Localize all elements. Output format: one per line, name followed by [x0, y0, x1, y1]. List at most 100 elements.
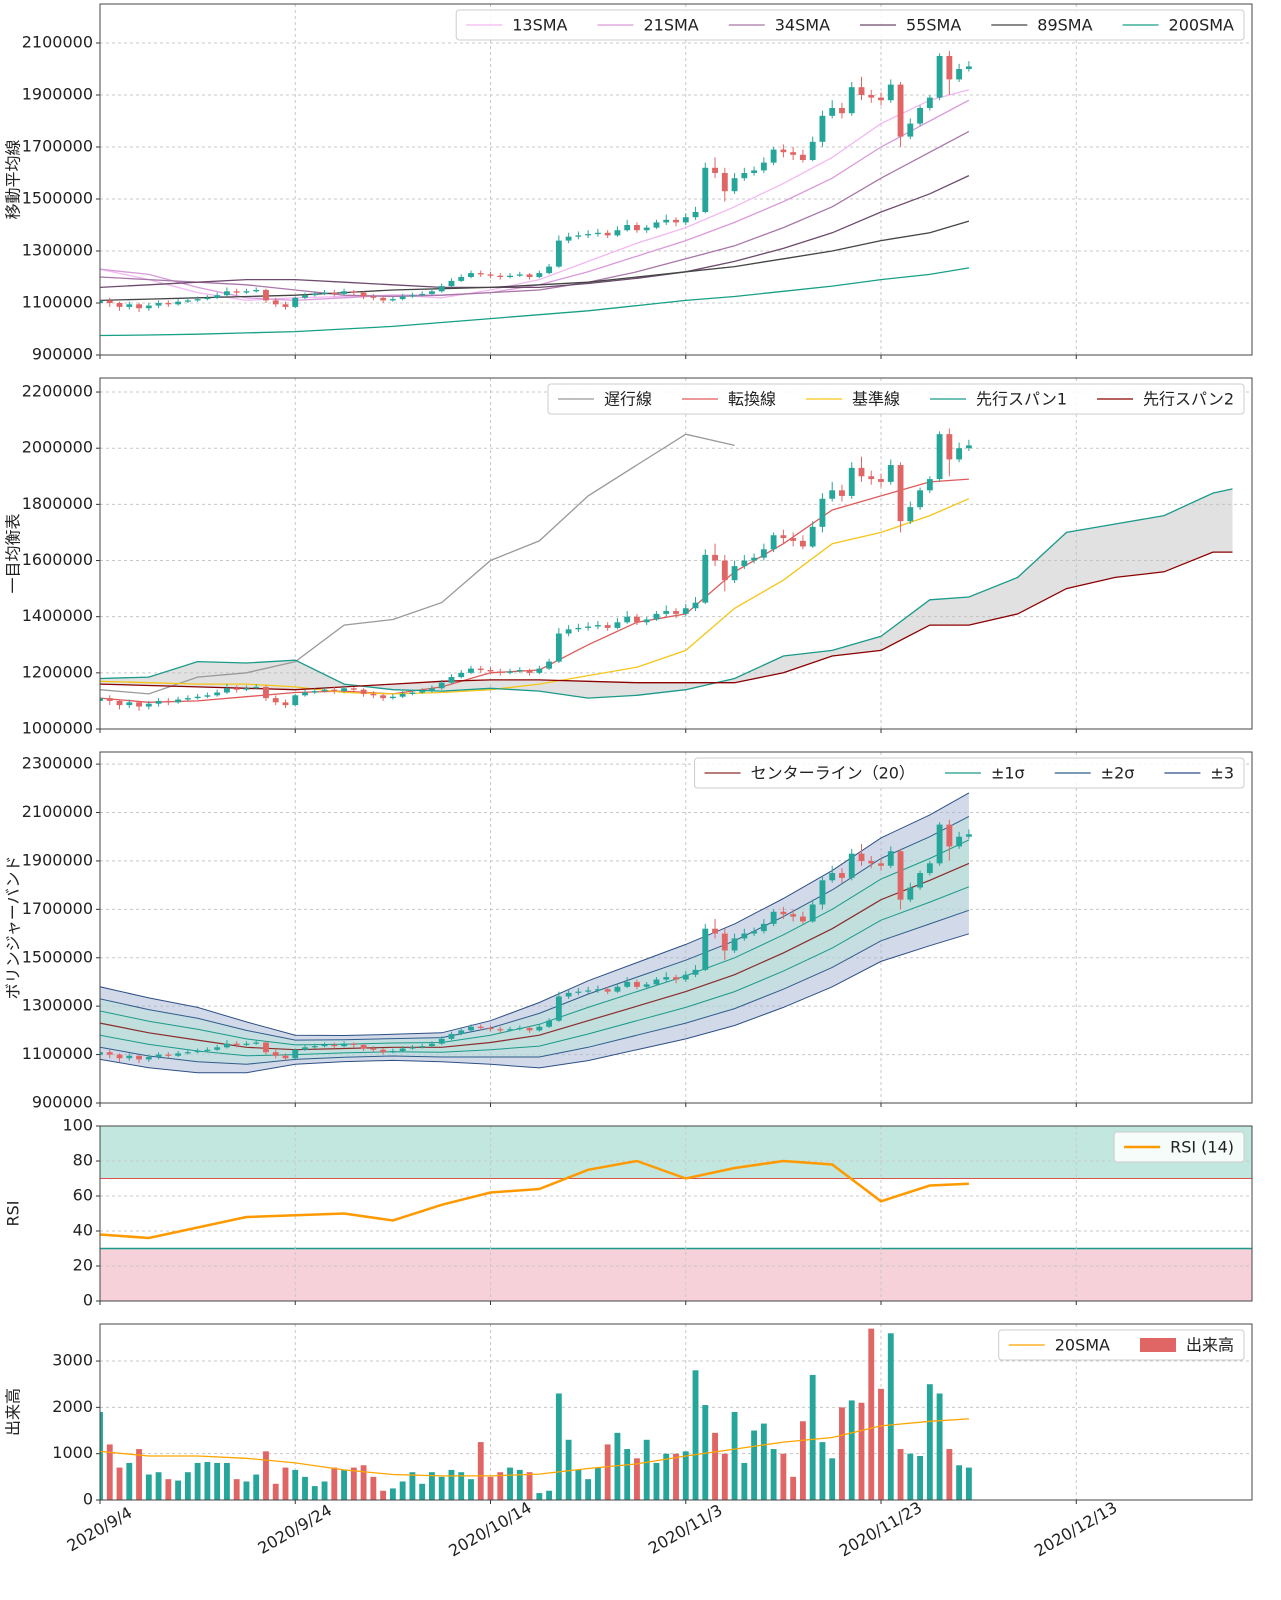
volume-bar	[311, 1486, 318, 1500]
candle-body	[624, 616, 631, 623]
plot-area	[100, 752, 1252, 1103]
candle-body	[204, 1049, 211, 1051]
candle-body	[302, 295, 308, 298]
series-line	[100, 1159, 969, 1240]
candle-body	[878, 863, 884, 866]
candle-body	[760, 549, 767, 558]
y-tick-label: 1000	[52, 1443, 93, 1462]
legend: 20SMA 出来高	[998, 1329, 1245, 1361]
volume-bar	[809, 1374, 816, 1500]
candle-body	[614, 622, 621, 628]
candle-body	[380, 1049, 387, 1053]
candle-body	[653, 222, 660, 228]
candle-body	[887, 465, 894, 482]
candle-body	[526, 1027, 533, 1031]
candle-body	[926, 863, 933, 874]
candle-body	[516, 670, 523, 672]
candle-body	[214, 692, 221, 696]
candle-body	[760, 162, 767, 171]
candle-body	[594, 989, 601, 991]
candle-body	[829, 108, 836, 116]
plot-frame	[99, 377, 1253, 730]
candle-body	[106, 300, 113, 303]
candle-body	[809, 141, 816, 160]
band-upper	[100, 815, 970, 1041]
candle-body	[790, 152, 797, 155]
volume-bar	[136, 1449, 142, 1500]
candle-body	[223, 291, 230, 296]
candle-body	[263, 1042, 269, 1053]
candle-body	[829, 873, 836, 881]
candle-body	[389, 696, 396, 699]
candle-body	[468, 273, 474, 277]
volume-bar	[653, 1462, 660, 1500]
volume-bar	[634, 1458, 640, 1500]
candle-body	[516, 274, 523, 276]
y-tick-label: 2000000	[22, 438, 93, 457]
candle-body	[438, 286, 445, 292]
candle-body	[751, 557, 758, 561]
y-tick-label: 1900000	[22, 850, 93, 869]
volume-bar	[155, 1472, 162, 1500]
volume-bar	[429, 1472, 435, 1500]
volume-bar	[624, 1449, 631, 1500]
volume-bar	[536, 1493, 543, 1500]
candle-body	[302, 1047, 308, 1050]
candle-body	[477, 1026, 484, 1028]
volume-bar	[956, 1465, 963, 1500]
candle-body	[536, 668, 543, 673]
volume-bar	[614, 1432, 621, 1500]
candle-body	[731, 566, 738, 581]
volume-bar	[887, 1333, 894, 1500]
candle-body	[897, 84, 904, 137]
candle-body	[468, 668, 474, 673]
candle-body	[448, 280, 455, 287]
candle-body	[887, 851, 894, 866]
volume-bar	[760, 1423, 767, 1500]
volume-bar	[204, 1462, 211, 1500]
volume-bar	[780, 1453, 787, 1500]
candle-body	[780, 911, 787, 915]
volume-bar	[565, 1439, 572, 1500]
series-line	[100, 498, 970, 695]
legend-label: 55SMA	[906, 16, 961, 35]
candle-body	[243, 1043, 250, 1045]
candle-body	[555, 996, 562, 1021]
candle-body	[214, 295, 221, 298]
candle-body	[575, 235, 582, 237]
plot-frame	[99, 3, 1253, 356]
candle-body	[311, 691, 318, 693]
candle-body	[721, 933, 728, 951]
y-tick-label: 1500000	[22, 947, 93, 966]
candle-body	[653, 613, 660, 620]
volume-bar	[399, 1481, 406, 1500]
candle-body	[272, 300, 279, 305]
candle-body	[350, 1043, 357, 1045]
legend-label: 先行スパン2	[1143, 390, 1234, 409]
volume-bar	[497, 1472, 504, 1500]
candle-body	[790, 538, 797, 541]
y-tick-label: 1500000	[22, 189, 93, 208]
candle-body	[419, 293, 426, 296]
candle-body	[634, 616, 640, 623]
y-tick-label: 60	[73, 1186, 93, 1205]
candle-body	[965, 834, 972, 837]
candle-body	[223, 688, 230, 693]
candle-body	[477, 273, 484, 275]
plot-area	[100, 1324, 1252, 1500]
candle-body	[233, 291, 240, 293]
candle-body	[702, 554, 709, 603]
x-tick-label: 2020/9/24	[254, 1500, 335, 1557]
candle-body	[497, 671, 504, 673]
candle-body	[136, 304, 142, 309]
candle-body	[946, 56, 953, 80]
candle-body	[136, 1055, 142, 1060]
volume-bar	[145, 1474, 152, 1500]
y-tick-label: 1100000	[22, 1044, 93, 1063]
candle-body	[145, 305, 152, 309]
candle-body	[936, 56, 943, 98]
candle-body	[682, 974, 689, 980]
volume-bar	[868, 1328, 875, 1500]
plot-frame	[99, 751, 1253, 1104]
volume-bar	[263, 1451, 269, 1500]
